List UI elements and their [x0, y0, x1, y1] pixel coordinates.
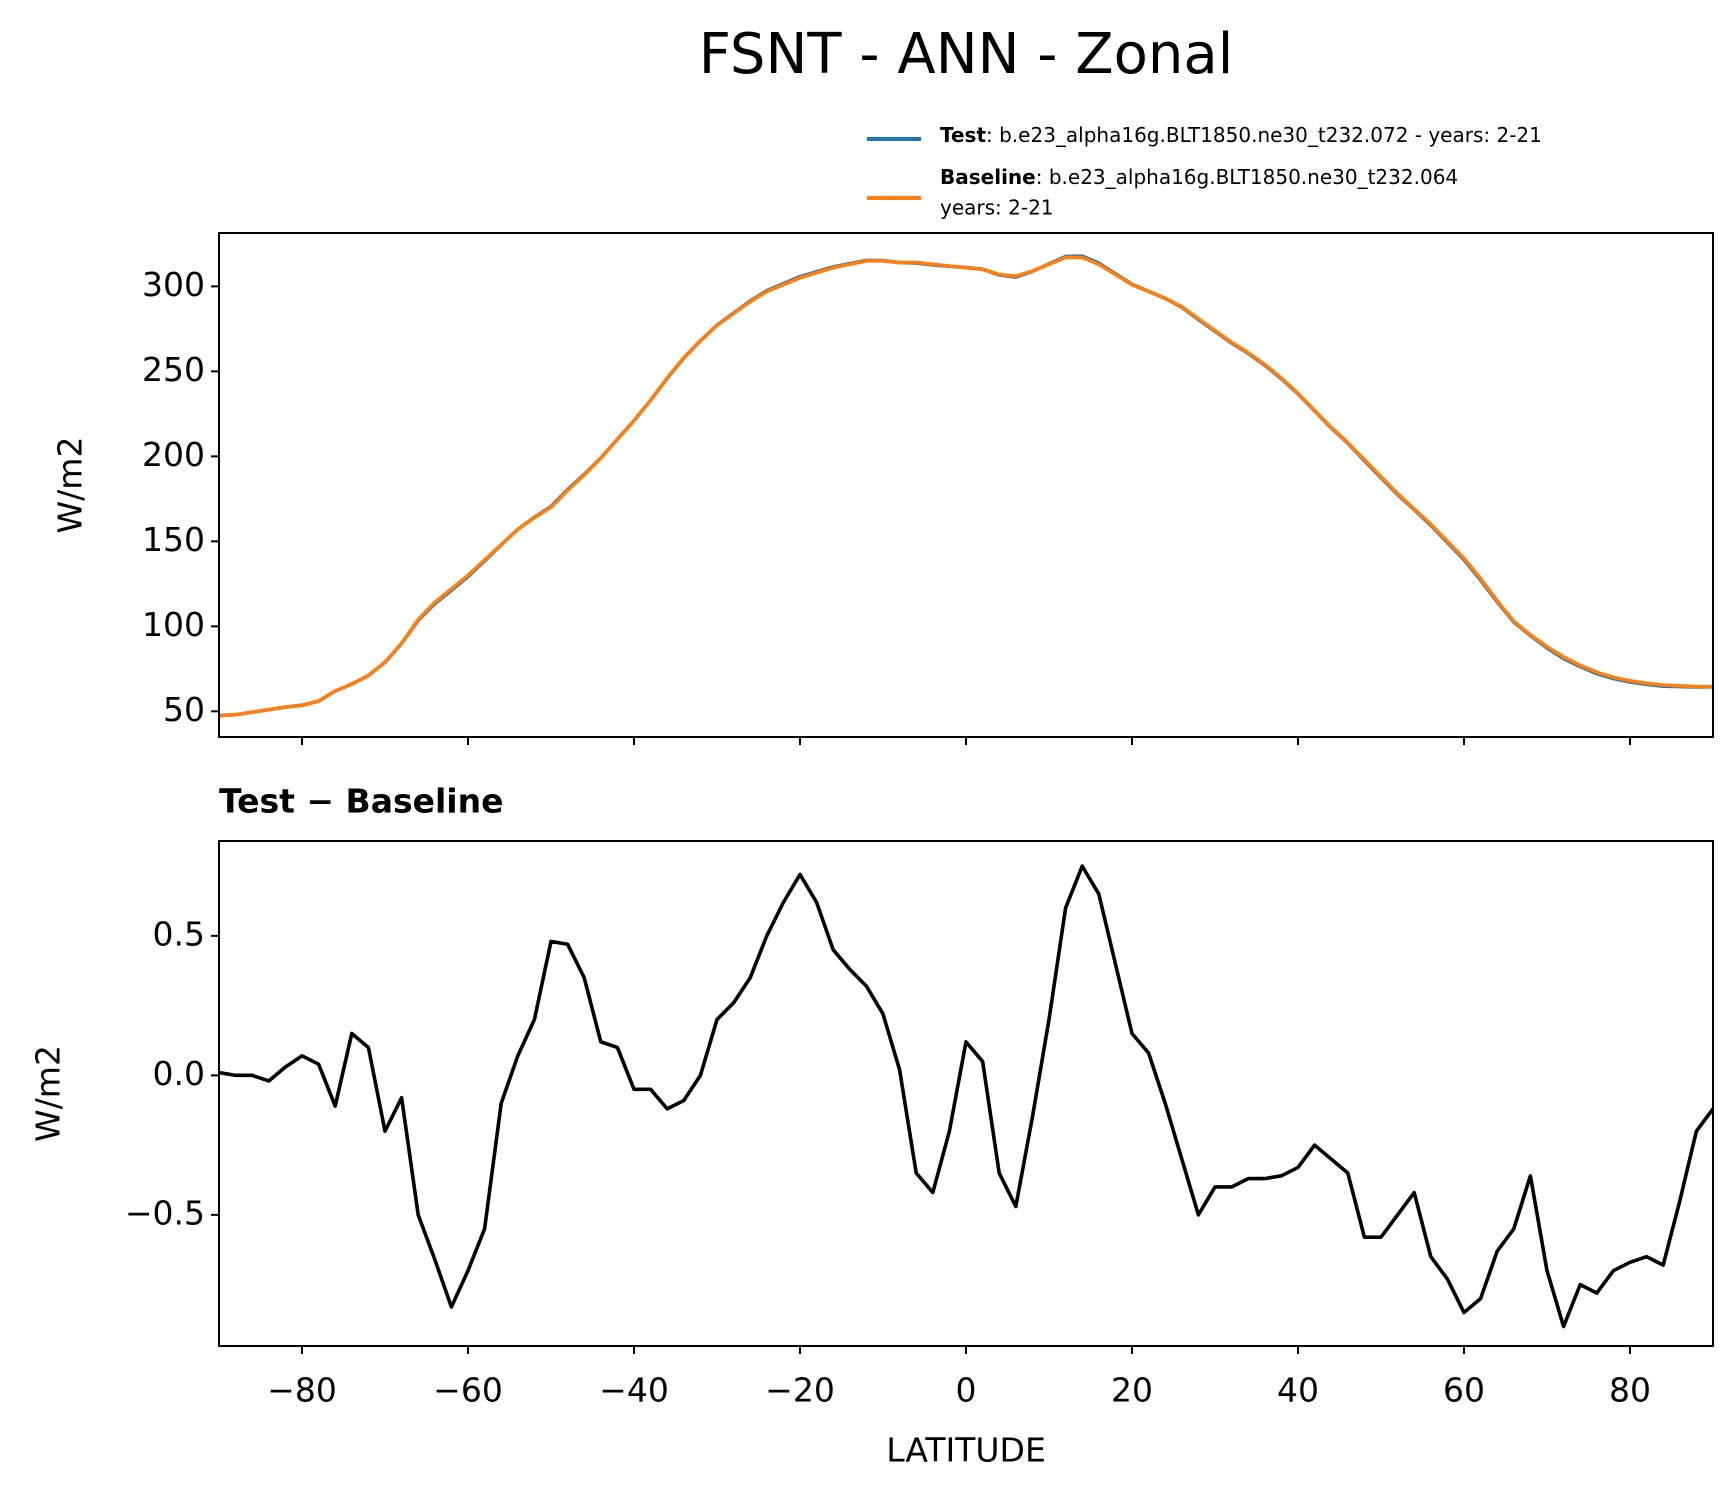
figure-title: FSNT - ANN - Zonal	[699, 22, 1234, 87]
y-tick-label: 250	[142, 350, 205, 389]
x-tick-label: 80	[1609, 1371, 1651, 1410]
legend-description: : b.e23_alpha16g.BLT1850.ne30_t232.072 -…	[986, 123, 1542, 147]
x-tick-label: −40	[599, 1371, 669, 1410]
y-tick-label: 50	[163, 690, 205, 729]
legend-name: Baseline	[940, 165, 1036, 189]
y-tick-label: 300	[142, 265, 205, 304]
legend-name: Test	[940, 123, 986, 147]
y-tick-label: 100	[142, 605, 205, 644]
x-tick-label: 40	[1277, 1371, 1319, 1410]
y-axis-label: W/m2	[29, 1045, 68, 1142]
x-tick-label: 20	[1111, 1371, 1153, 1410]
legend-description: : b.e23_alpha16g.BLT1850.ne30_t232.064	[1036, 165, 1458, 189]
x-tick-label: −20	[765, 1371, 835, 1410]
y-tick-label: 200	[142, 435, 205, 474]
axes-frame	[218, 840, 1714, 1347]
legend-label: Baseline: b.e23_alpha16g.BLT1850.ne30_t2…	[940, 165, 1458, 189]
y-tick-label: 0.5	[153, 914, 205, 953]
y-tick-label: 0.0	[153, 1054, 205, 1093]
y-axis-label: W/m2	[51, 437, 90, 534]
x-tick-label: 60	[1443, 1371, 1485, 1410]
x-tick-label: 0	[956, 1371, 977, 1410]
x-tick-label: −80	[267, 1371, 337, 1410]
legend-label: Test: b.e23_alpha16g.BLT1850.ne30_t232.0…	[940, 123, 1542, 147]
y-tick-label: −0.5	[125, 1193, 205, 1232]
x-tick-label: −60	[433, 1371, 503, 1410]
axes-title: Test − Baseline	[219, 782, 504, 821]
y-tick-label: 150	[142, 520, 205, 559]
x-axis-label: LATITUDE	[886, 1431, 1046, 1470]
data-line	[219, 864, 1713, 1329]
axes-frame	[218, 232, 1714, 738]
data-line	[219, 255, 1713, 718]
legend-description: years: 2-21	[940, 196, 1054, 220]
